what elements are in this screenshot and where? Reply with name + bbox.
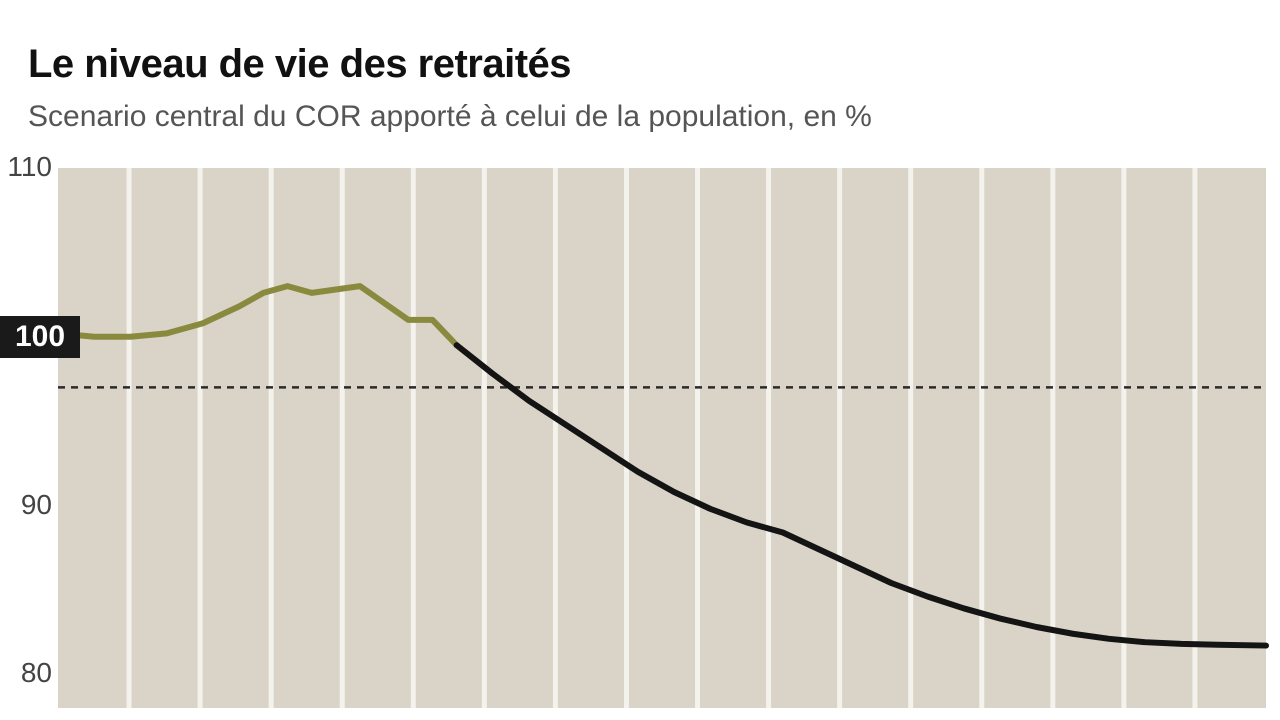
y-tick-label: 90 [21,489,52,521]
y-tick-label: 80 [21,657,52,689]
chart-plot [0,0,1280,720]
y-tick-label: 110 [7,151,52,183]
y-tick-emphasis: 100 [0,316,80,358]
